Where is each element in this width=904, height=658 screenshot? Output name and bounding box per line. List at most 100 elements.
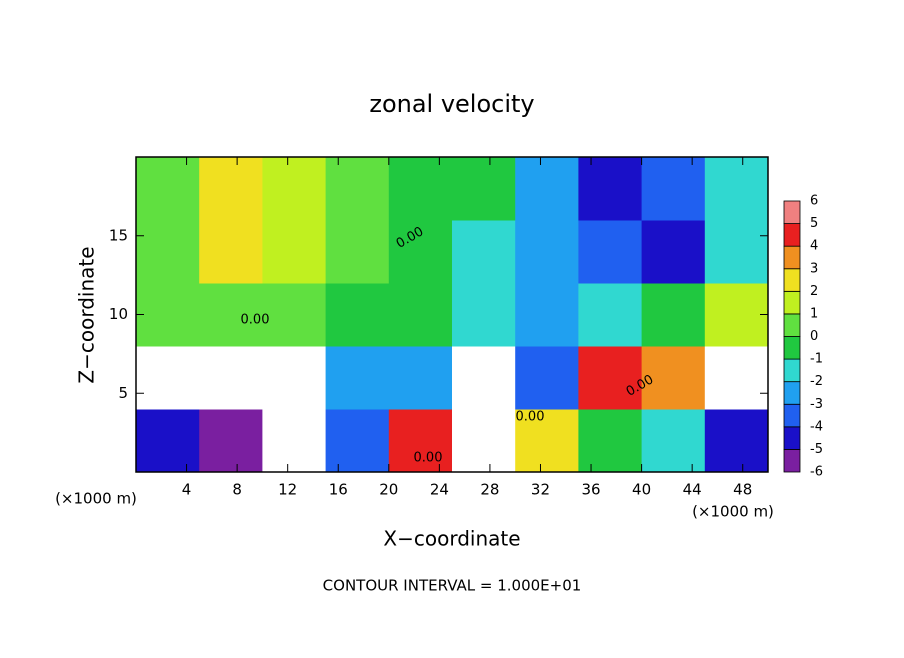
field-cell bbox=[452, 409, 516, 473]
y-unit-label: (×1000 m) bbox=[55, 490, 137, 508]
field-cell bbox=[262, 283, 327, 347]
colorbar-swatch bbox=[783, 245, 801, 270]
colorbar-swatch bbox=[783, 336, 801, 360]
colorbar-label: 2 bbox=[810, 284, 818, 299]
contour-label: 0.00 bbox=[241, 313, 270, 328]
x-unit-label: (×1000 m) bbox=[692, 503, 774, 521]
field-cell bbox=[136, 283, 200, 347]
colorbar-label: 4 bbox=[810, 239, 818, 254]
field-cell bbox=[641, 283, 706, 347]
field-cell bbox=[641, 220, 706, 284]
x-axis-label: X−coordinate bbox=[383, 527, 520, 551]
field-cell bbox=[136, 157, 200, 221]
field-cell bbox=[578, 409, 643, 473]
field-cell bbox=[325, 283, 390, 347]
field-cell bbox=[199, 157, 263, 221]
colorbar-swatch bbox=[783, 290, 801, 315]
field-cell bbox=[578, 220, 643, 284]
field-cell bbox=[325, 346, 390, 410]
field-cell bbox=[199, 346, 263, 410]
field-cell bbox=[704, 346, 769, 410]
field-cell bbox=[452, 220, 516, 284]
colorbar-label: -3 bbox=[810, 397, 823, 412]
field-cell bbox=[704, 283, 769, 347]
colorbar-label: -4 bbox=[810, 419, 823, 434]
colorbar-label: 1 bbox=[810, 306, 818, 321]
field-cell bbox=[199, 220, 263, 284]
x-tick-label: 40 bbox=[632, 481, 651, 499]
x-tick-label: 36 bbox=[581, 481, 600, 499]
colorbar-swatch bbox=[783, 358, 801, 383]
x-tick-label: 20 bbox=[379, 481, 398, 499]
field-cell bbox=[262, 157, 327, 221]
colorbar-label: -1 bbox=[810, 352, 823, 367]
field-cell bbox=[452, 346, 516, 410]
field-cell bbox=[388, 283, 453, 347]
field-cell bbox=[578, 346, 643, 410]
x-tick-label: 28 bbox=[480, 481, 499, 499]
field-cell bbox=[325, 409, 390, 473]
x-tick-label: 24 bbox=[430, 481, 449, 499]
field-cell bbox=[578, 157, 643, 221]
field-cell bbox=[515, 157, 579, 221]
field-cell bbox=[388, 157, 453, 221]
colorbar-swatch bbox=[783, 223, 801, 247]
colorbar-swatch bbox=[783, 403, 801, 428]
field-cell bbox=[452, 157, 516, 221]
colorbar-label: -2 bbox=[810, 374, 823, 389]
contour-label: 0.00 bbox=[414, 451, 443, 466]
field-cell bbox=[704, 220, 769, 284]
colorbar-label: 0 bbox=[810, 329, 818, 344]
field-cell bbox=[578, 283, 643, 347]
field-cell bbox=[136, 220, 200, 284]
field-cell bbox=[262, 346, 327, 410]
field-cell bbox=[199, 409, 263, 473]
colorbar-swatch bbox=[783, 381, 801, 405]
field-cell bbox=[515, 346, 579, 410]
colorbar-label: -5 bbox=[810, 442, 823, 457]
field-cell bbox=[452, 283, 516, 347]
field-cell bbox=[325, 220, 390, 284]
field-cell bbox=[704, 409, 769, 473]
field-cell bbox=[388, 409, 453, 473]
x-tick-label: 32 bbox=[531, 481, 550, 499]
x-tick-label: 44 bbox=[683, 481, 702, 499]
colorbar-label: 3 bbox=[810, 261, 818, 276]
colorbar-swatch bbox=[783, 313, 801, 337]
contour-label: 0.00 bbox=[516, 410, 545, 425]
field-cell bbox=[515, 283, 579, 347]
field-cell bbox=[641, 157, 706, 221]
field-cell bbox=[136, 409, 200, 473]
colorbar-label: 5 bbox=[810, 216, 818, 231]
x-tick-label: 8 bbox=[232, 481, 242, 499]
field-cell bbox=[704, 157, 769, 221]
colorbar-swatch bbox=[783, 426, 801, 450]
x-tick-label: 48 bbox=[733, 481, 752, 499]
footnote: CONTOUR INTERVAL = 1.000E+01 bbox=[323, 577, 582, 595]
x-tick-label: 12 bbox=[278, 481, 297, 499]
y-axis-label: Z−coordinate bbox=[75, 246, 99, 383]
colorbar-swatch bbox=[783, 268, 801, 292]
field-cell bbox=[388, 220, 453, 284]
field-cell bbox=[136, 346, 200, 410]
chart-title: zonal velocity bbox=[369, 90, 534, 118]
field-cell bbox=[325, 157, 390, 221]
colorbar-swatch bbox=[783, 449, 801, 473]
field-cell bbox=[262, 409, 327, 473]
field-cell bbox=[388, 346, 453, 410]
colorbar-label: 6 bbox=[810, 194, 818, 209]
field-cell bbox=[515, 220, 579, 284]
field-cell bbox=[262, 220, 327, 284]
colorbar-label: -6 bbox=[810, 465, 823, 480]
x-tick-label: 4 bbox=[182, 481, 192, 499]
field-cell bbox=[641, 409, 706, 473]
y-tick-label: 5 bbox=[118, 384, 128, 402]
colorbar-swatch bbox=[783, 200, 801, 224]
y-tick-label: 15 bbox=[109, 226, 128, 244]
x-tick-label: 16 bbox=[329, 481, 348, 499]
y-tick-label: 10 bbox=[109, 305, 128, 323]
field-cell bbox=[641, 346, 706, 410]
field-cell bbox=[199, 283, 263, 347]
field-cell bbox=[515, 409, 579, 473]
